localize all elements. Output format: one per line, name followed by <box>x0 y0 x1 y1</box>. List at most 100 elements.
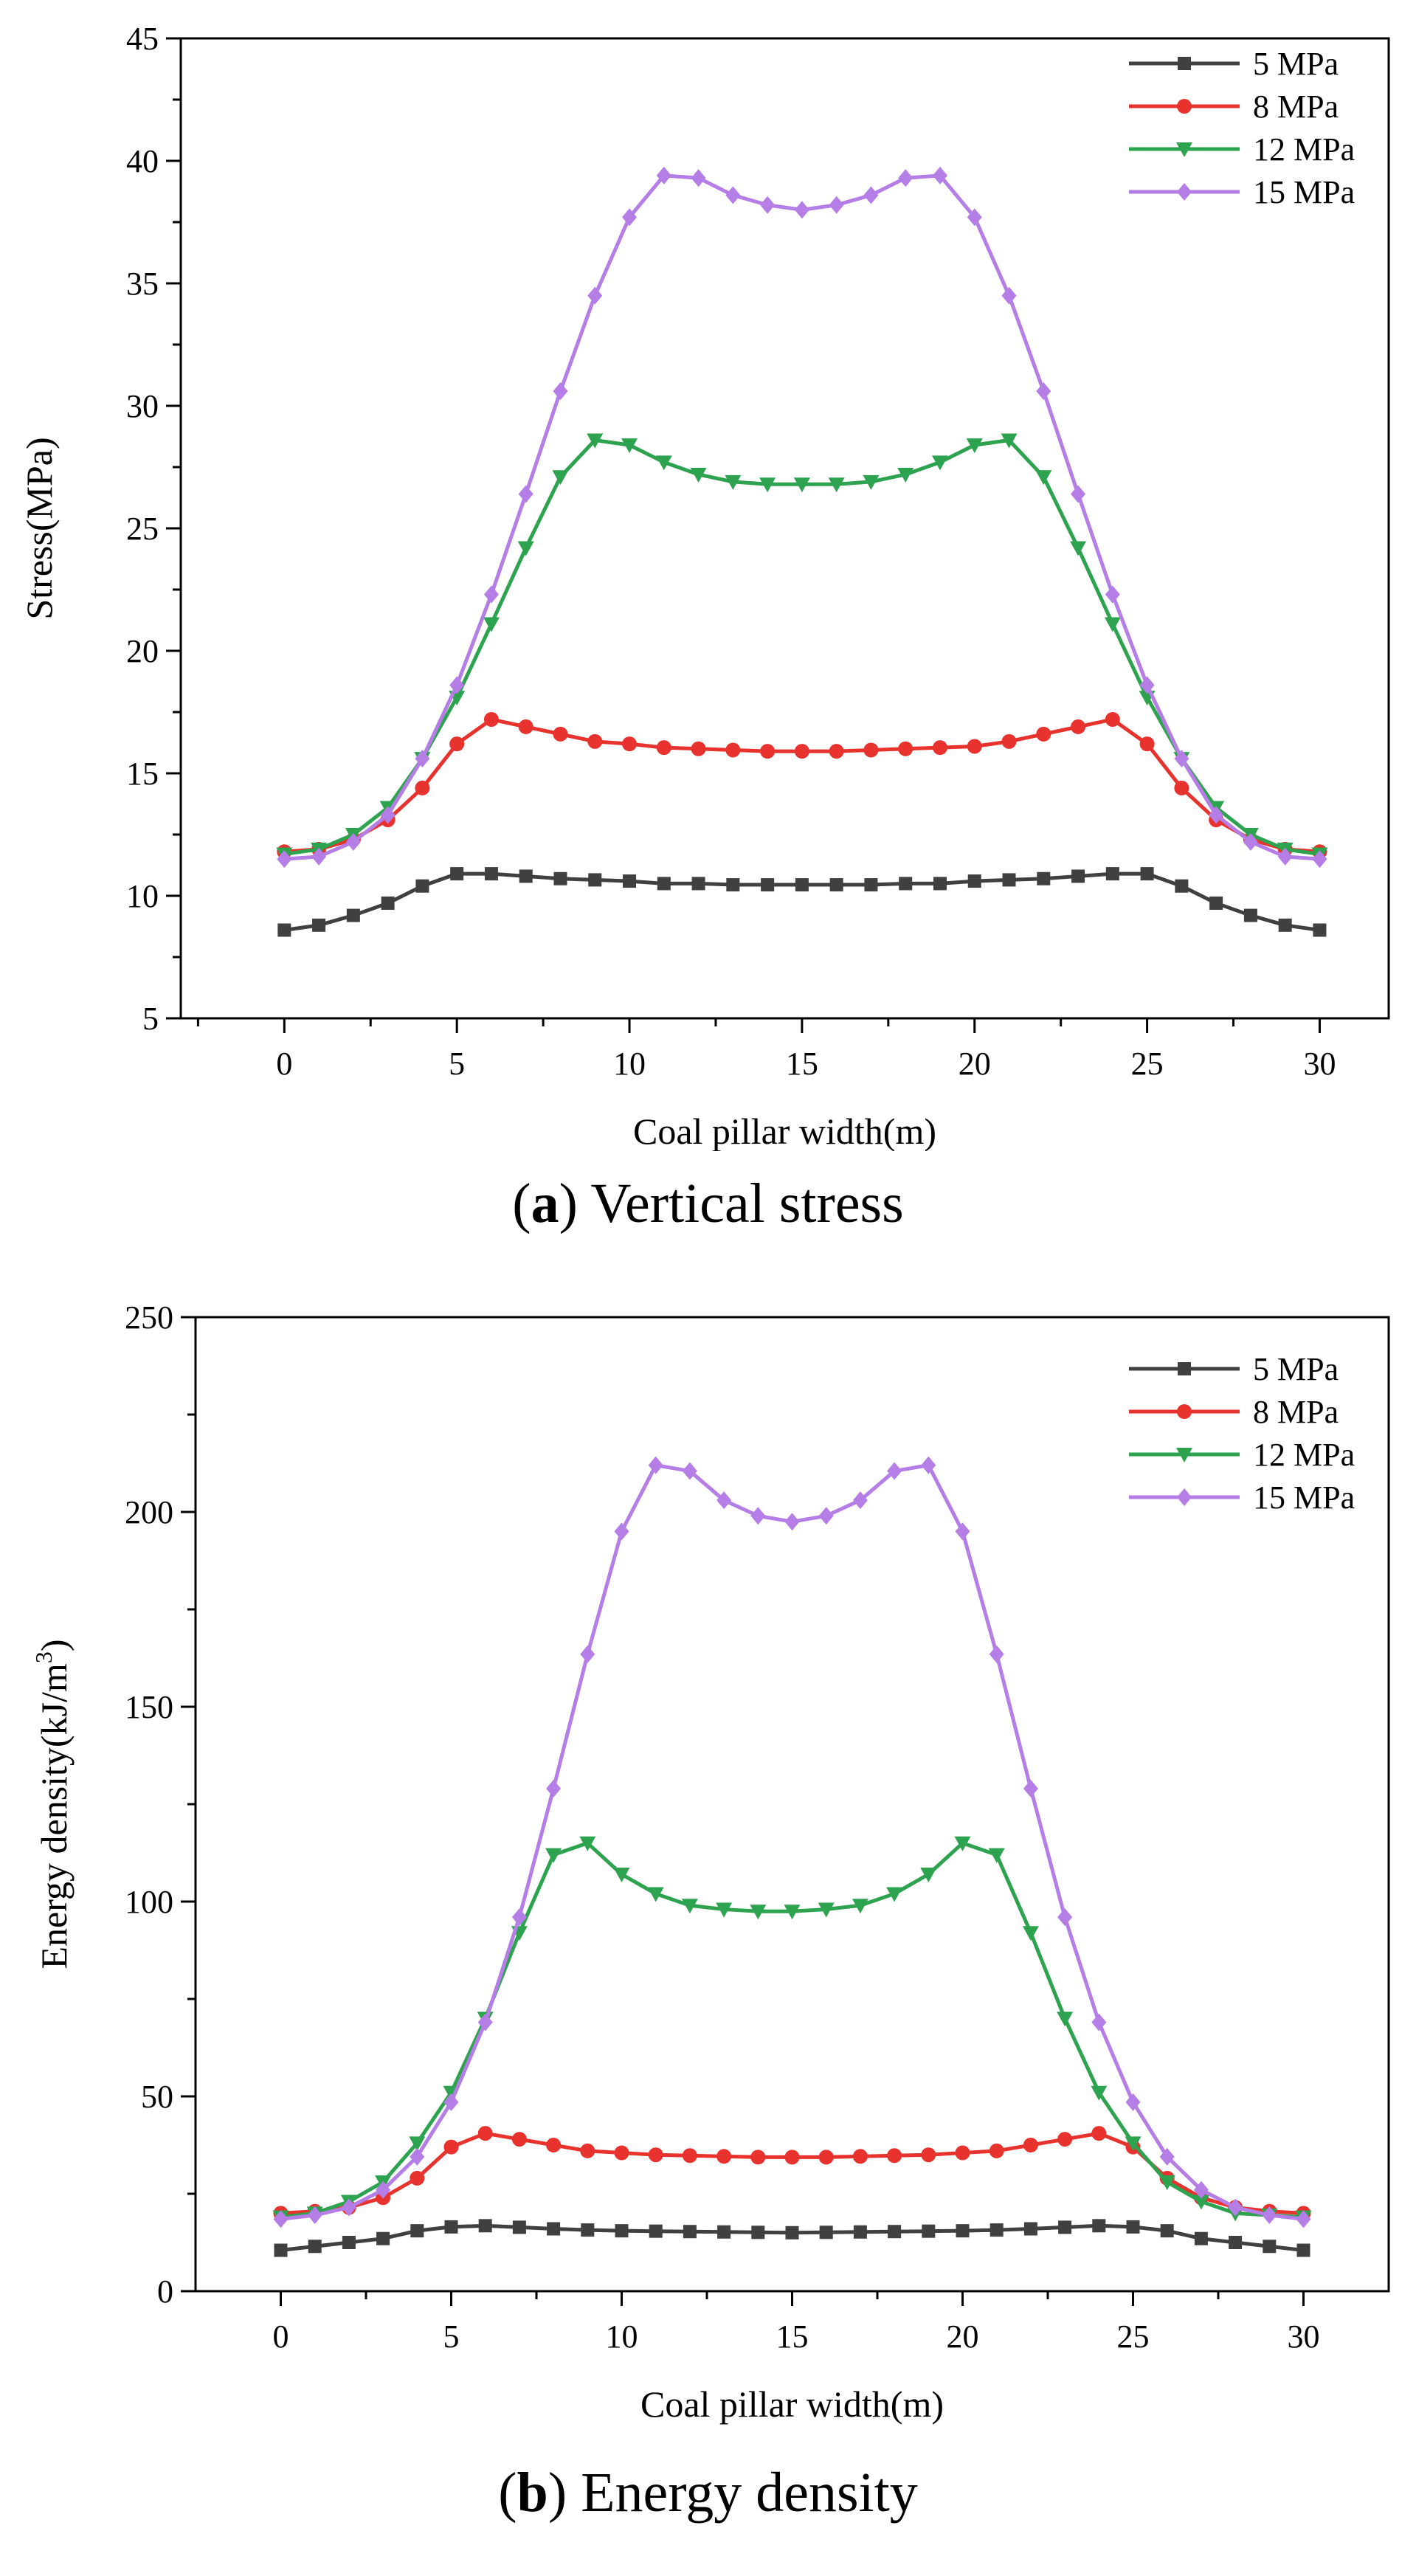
data-point <box>1139 676 1155 694</box>
legend-swatch-marker <box>1177 1404 1192 1419</box>
y-tick-label: 40 <box>126 143 159 179</box>
energy-density-chart: 0 5 10 15 20 25 30 0 50 100 150 200 250 Coal pillar w… <box>30 1299 1390 2425</box>
data-point <box>989 2143 1004 2158</box>
data-point <box>376 2231 390 2245</box>
y-tick-label: 50 <box>141 2079 173 2115</box>
data-point <box>1023 2222 1037 2236</box>
data-point <box>477 2013 493 2031</box>
data-point <box>922 2224 936 2238</box>
caption-letter: b <box>517 2462 548 2524</box>
x-tick-label: 10 <box>606 2318 638 2355</box>
data-point <box>921 2147 936 2163</box>
data-point <box>346 908 360 922</box>
data-point <box>410 2147 425 2166</box>
legend-swatch-marker <box>1177 99 1192 114</box>
data-point <box>1296 2243 1310 2257</box>
data-point <box>1058 2220 1072 2234</box>
data-point <box>553 871 567 885</box>
data-point <box>587 433 604 449</box>
data-point <box>794 744 809 759</box>
data-point <box>725 474 742 490</box>
data-point <box>920 1868 937 1883</box>
data-point <box>588 873 602 887</box>
data-point <box>1105 867 1119 881</box>
data-point <box>1036 382 1051 401</box>
y-tick-label: 250 <box>125 1299 173 1336</box>
data-point <box>888 2225 902 2239</box>
data-point <box>657 877 671 891</box>
y-tick-label: 45 <box>126 21 159 57</box>
data-point <box>852 2149 868 2164</box>
data-point <box>829 878 843 892</box>
legend-label: 8 MPa <box>1253 1394 1339 1430</box>
data-point <box>852 1491 868 1510</box>
data-point <box>1160 2224 1174 2238</box>
data-point <box>691 741 706 756</box>
data-point <box>1001 433 1018 449</box>
x-tick-label: 10 <box>613 1046 646 1082</box>
y-tick-label: 30 <box>126 388 159 424</box>
y-tick-label: 100 <box>125 1884 173 1920</box>
y-axis-label-close: ) <box>33 1640 75 1652</box>
y-tick-label: 20 <box>126 633 159 669</box>
y-tick-label: 150 <box>125 1689 173 1725</box>
data-point <box>307 2206 322 2225</box>
data-point <box>1104 617 1121 632</box>
data-point <box>921 1456 936 1474</box>
data-point <box>1175 879 1189 893</box>
data-point <box>656 166 671 184</box>
data-point <box>1071 869 1085 883</box>
legend: 5 MPa 8 MPa 12 MPa 15 MPa <box>1129 46 1355 210</box>
data-point <box>1125 2136 1142 2152</box>
data-point <box>547 2222 561 2236</box>
caption-letter: a <box>531 1173 559 1235</box>
data-point <box>852 1899 868 1914</box>
data-point <box>887 1462 902 1480</box>
y-tick-label: 35 <box>126 266 159 302</box>
x-axis-label: Coal pillar width(m) <box>640 2383 944 2425</box>
data-point <box>587 733 603 749</box>
legend-label: 15 MPa <box>1253 1479 1355 1516</box>
data-point <box>955 1522 970 1541</box>
series-line <box>280 1463 1304 2221</box>
data-point <box>1091 2085 1108 2101</box>
vertical-stress-chart: 0 5 10 15 20 25 30 5 10 15 20 25 30 35 40 45 Coal pillar… <box>18 21 1390 1151</box>
y-tick-label: 15 <box>126 756 159 792</box>
data-point <box>580 2143 595 2158</box>
data-point <box>376 2180 391 2199</box>
x-tick-label: 30 <box>1288 2318 1320 2355</box>
x-tick-label: 5 <box>449 1046 465 1082</box>
data-point <box>750 1507 766 1525</box>
data-point <box>581 2223 595 2237</box>
data-point <box>1105 711 1120 727</box>
data-point <box>1035 470 1052 486</box>
data-point <box>614 2145 629 2161</box>
legend-label: 5 MPa <box>1253 46 1339 82</box>
data-point <box>649 2224 663 2238</box>
y-tick-label: 25 <box>126 511 159 547</box>
data-point <box>691 877 705 891</box>
data-point <box>793 477 810 493</box>
data-point <box>818 2149 834 2165</box>
data-point <box>897 467 914 483</box>
data-point <box>277 923 291 937</box>
legend-label: 12 MPa <box>1253 1437 1355 1473</box>
y-axis-label-text: Energy density(kJ/m <box>33 1663 75 1969</box>
data-point <box>342 2236 356 2249</box>
data-point <box>955 2145 970 2161</box>
data-point <box>484 867 498 881</box>
data-point <box>1192 2195 1209 2210</box>
data-point <box>580 1645 595 1663</box>
data-point <box>1228 2198 1243 2217</box>
data-point <box>761 878 775 892</box>
legend-label: 5 MPa <box>1253 1351 1339 1387</box>
y-tick-label: 0 <box>157 2273 173 2310</box>
data-point <box>759 477 776 493</box>
data-point <box>967 739 982 754</box>
data-point <box>512 2220 526 2234</box>
data-point <box>449 676 465 694</box>
legend-swatch-marker <box>1176 1448 1192 1463</box>
y-tick-label: 5 <box>142 1001 159 1037</box>
x-axis-label: Coal pillar width(m) <box>633 1111 936 1151</box>
data-point <box>1001 733 1017 749</box>
